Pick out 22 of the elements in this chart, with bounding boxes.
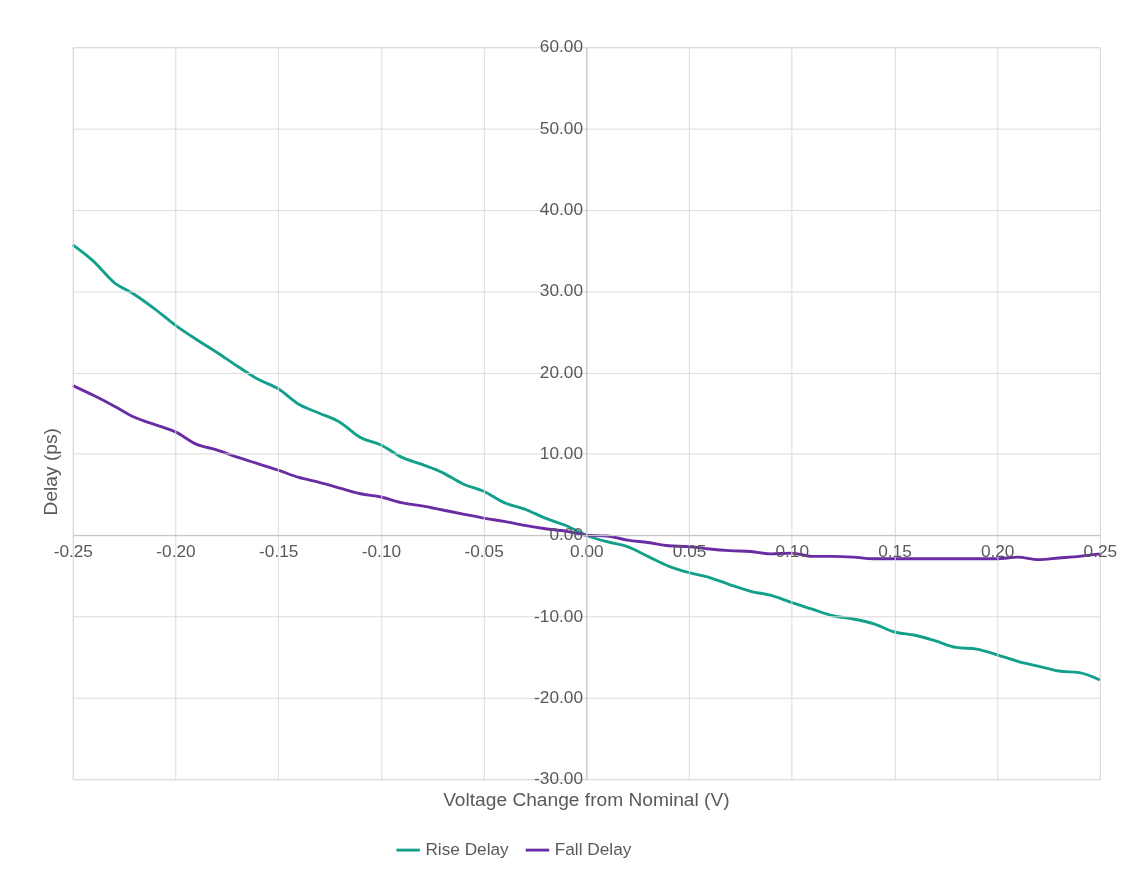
y-tick-label: -30.00 [534, 768, 583, 789]
y-tick-label: -10.00 [534, 605, 583, 626]
y-tick-label: 10.00 [539, 443, 583, 464]
x-tick-label: 0.25 [1083, 540, 1118, 561]
x-tick-label: 0.15 [878, 540, 912, 561]
legend-label: Rise Delay [425, 838, 510, 859]
x-tick-label: -0.25 [53, 540, 93, 561]
y-tick-label: -20.00 [534, 687, 583, 708]
x-tick-label: 0.20 [980, 540, 1015, 561]
y-tick-label: 50.00 [539, 117, 583, 138]
y-tick-label: 20.00 [539, 361, 583, 382]
y-tick-label: 40.00 [539, 199, 583, 220]
x-tick-label: -0.20 [156, 540, 196, 561]
x-tick-label: 0.00 [570, 540, 604, 561]
x-tick-label: -0.10 [361, 540, 402, 561]
x-axis-title: Voltage Change from Nominal (V) [443, 789, 730, 811]
y-tick-label: 30.00 [539, 280, 583, 301]
x-tick-label: -0.05 [464, 540, 504, 561]
x-tick-label: -0.15 [259, 540, 299, 561]
y-tick-label: 60.00 [539, 36, 583, 57]
legend-label: Fall Delay [554, 838, 632, 859]
y-axis-title: Delay (ps) [40, 428, 62, 516]
